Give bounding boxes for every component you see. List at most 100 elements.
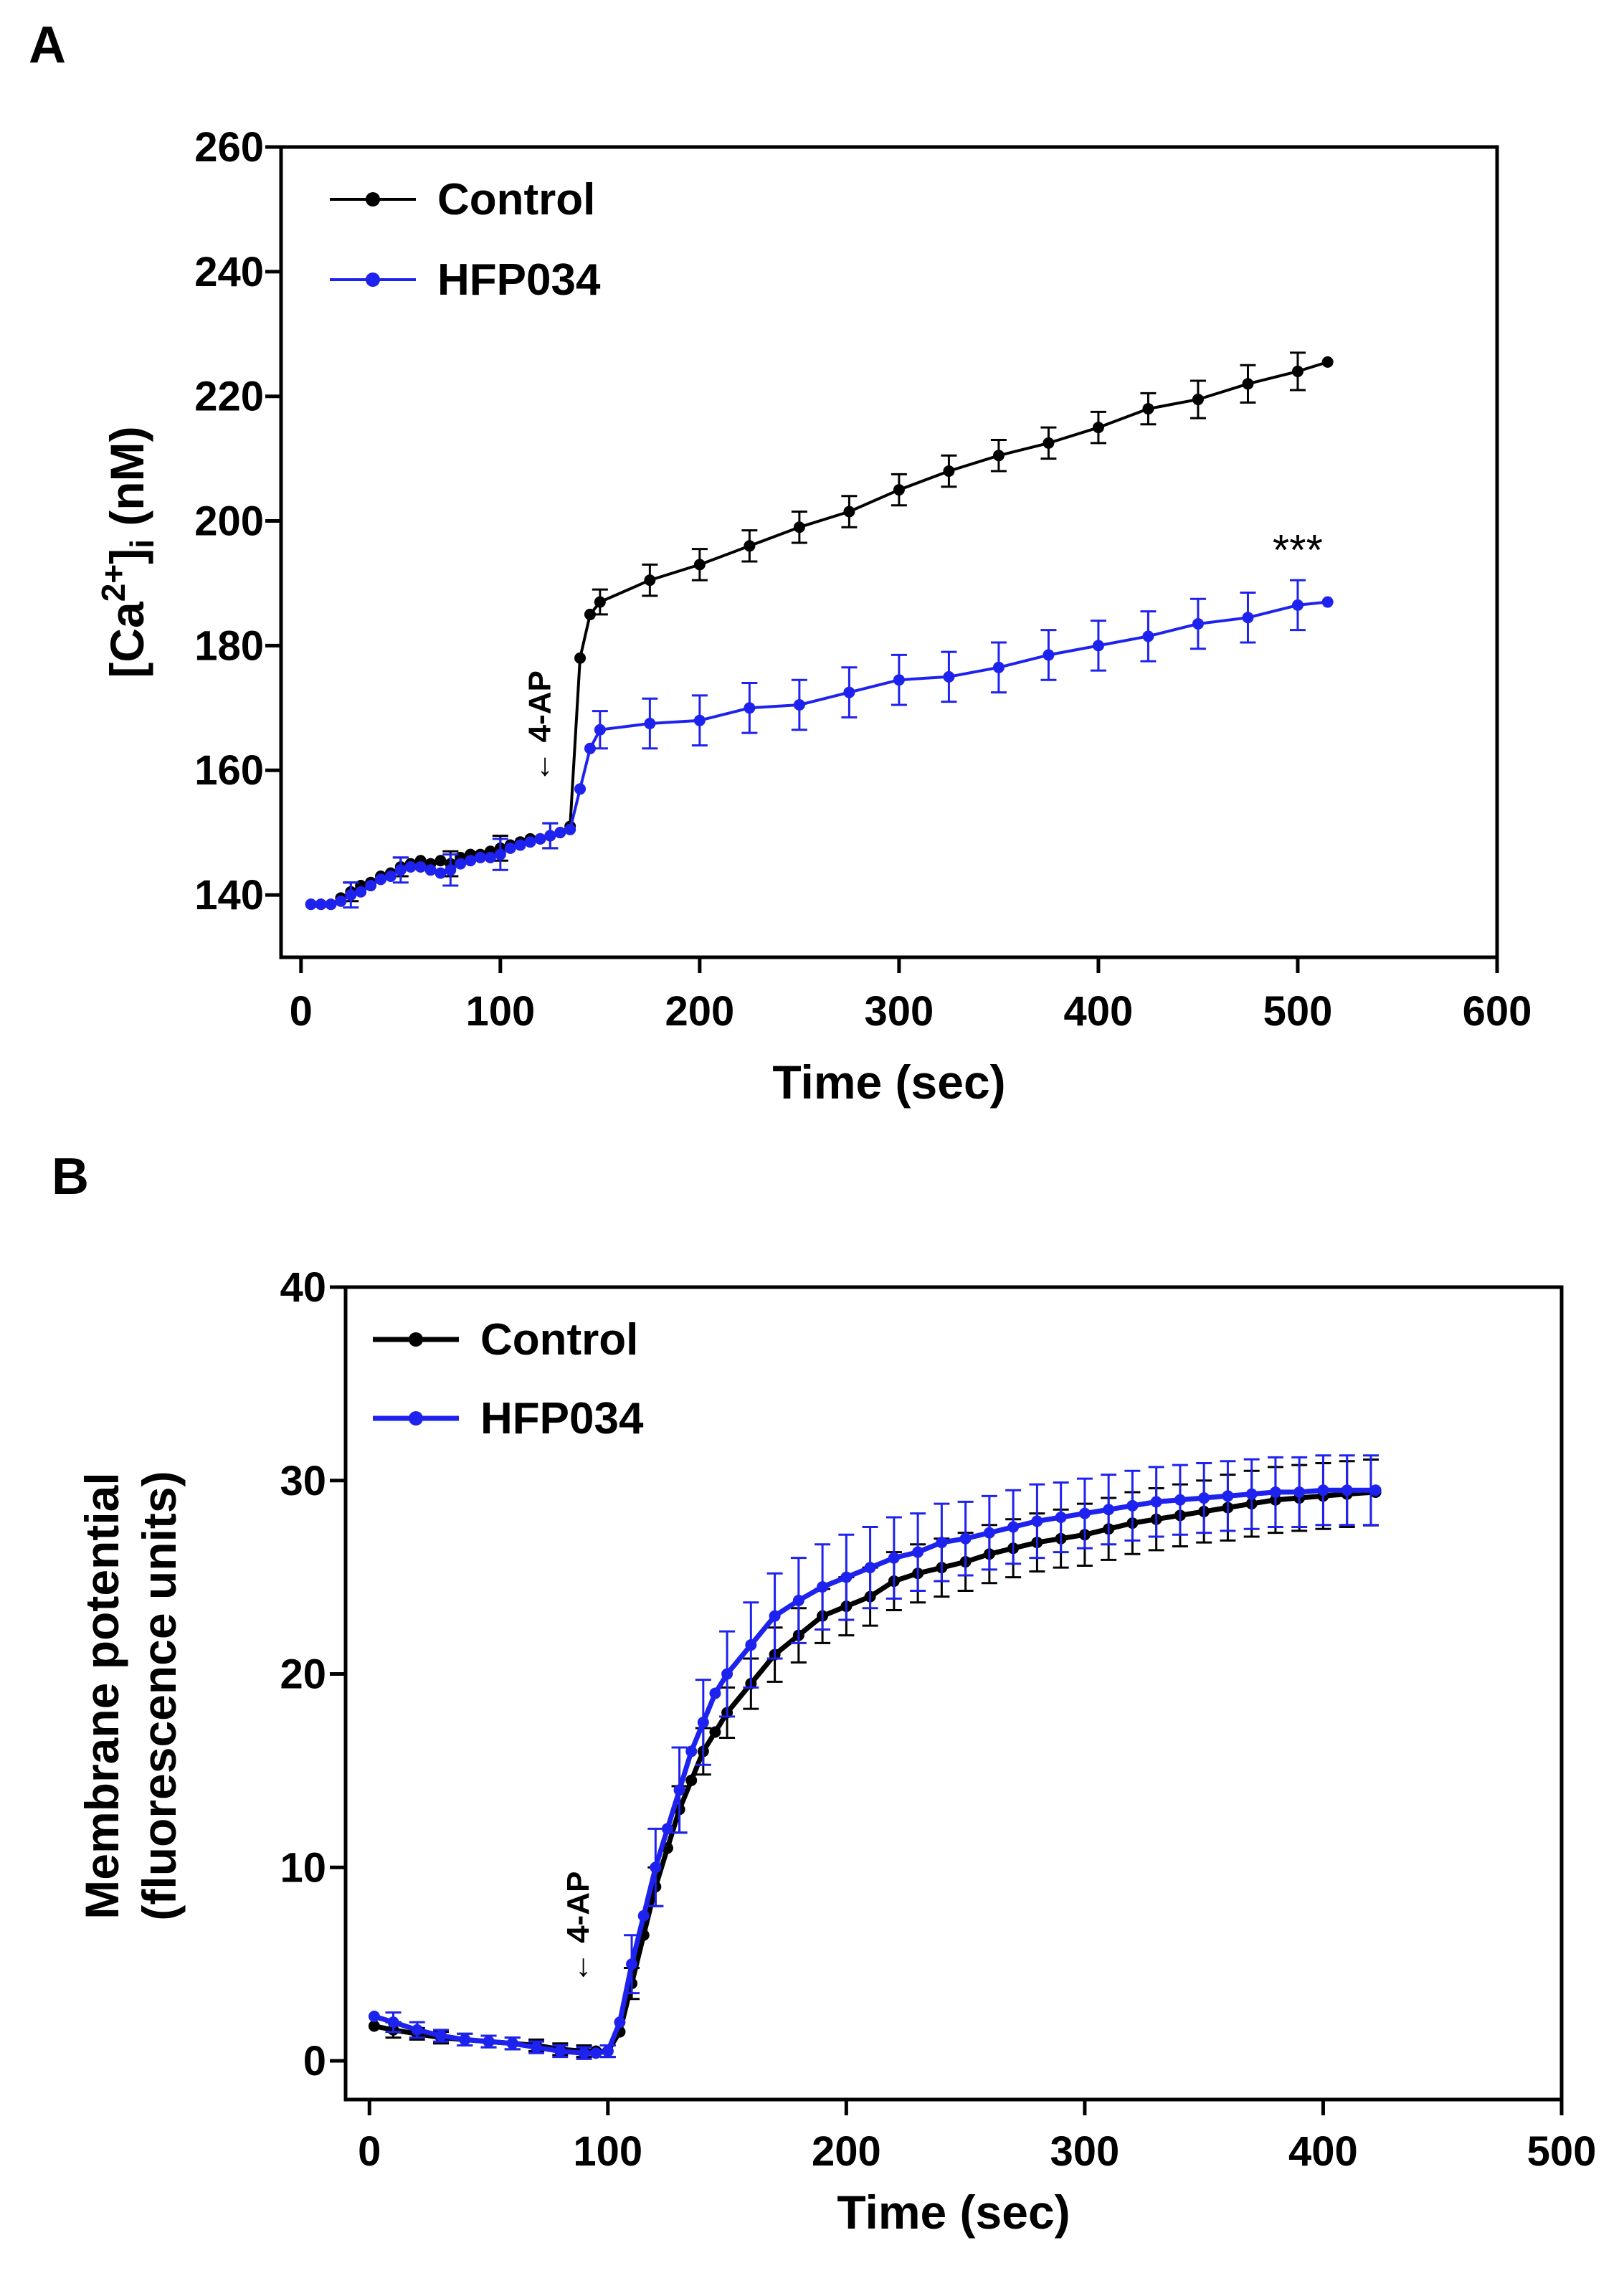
data-point [1192, 617, 1204, 630]
data-point [936, 1537, 948, 1549]
data-point [1341, 1484, 1353, 1496]
data-point [1192, 394, 1204, 406]
y-axis-title-open: [Ca [100, 601, 153, 678]
y-tick-label: 260 [194, 124, 264, 171]
y-tick-label: 40 [280, 1264, 326, 1311]
data-point [554, 2045, 566, 2057]
data-point [305, 898, 317, 911]
data-point [465, 855, 477, 867]
data-point [1007, 1521, 1020, 1533]
x-tick-label: 200 [812, 2128, 881, 2175]
data-point [1222, 1490, 1234, 1502]
data-point [864, 1562, 876, 1574]
data-point [709, 1687, 721, 1699]
data-point [843, 686, 855, 698]
data-point [1317, 1484, 1329, 1496]
data-point [424, 864, 437, 876]
legend-label: Control [480, 1315, 638, 1365]
data-point [912, 1546, 924, 1558]
data-point [435, 867, 447, 879]
y-axis-title-line2: (fluorescence units) [133, 1471, 186, 1920]
x-tick-label: 300 [865, 988, 934, 1035]
data-point [992, 661, 1005, 673]
data-point [745, 1639, 757, 1651]
data-point [435, 2029, 447, 2041]
data-point [744, 702, 756, 714]
data-point [697, 1716, 709, 1728]
y-tick-label: 20 [280, 1651, 326, 1698]
data-point [943, 465, 955, 477]
data-point [394, 864, 407, 876]
series-control [368, 1458, 1382, 2059]
data-point [693, 714, 706, 726]
data-point [1174, 1494, 1186, 1506]
y-tick-label: 180 [194, 622, 264, 669]
data-point [1150, 1496, 1162, 1508]
data-point [578, 2047, 590, 2059]
x-tick-label: 400 [1288, 2128, 1358, 2175]
data-point [1291, 599, 1304, 611]
x-tick-label: 500 [1263, 988, 1333, 1035]
data-point [584, 742, 596, 754]
series-line [374, 1489, 1376, 2054]
y-tick-label: 0 [303, 2038, 326, 2084]
data-point [1103, 1504, 1115, 1516]
data-point [484, 851, 496, 863]
x-tick-label: 300 [1050, 2128, 1120, 2175]
data-point [1142, 630, 1154, 642]
x-tick-label: 600 [1463, 988, 1532, 1035]
data-point [1043, 437, 1055, 449]
data-point [325, 898, 337, 911]
x-tick-label: 200 [665, 988, 734, 1035]
x-tick-label: 500 [1527, 2128, 1597, 2175]
data-point [614, 2016, 626, 2029]
x-tick-label: 0 [290, 988, 313, 1035]
y-tick-label: 140 [194, 872, 264, 919]
plot-frame [343, 1285, 1564, 2102]
data-point [1369, 1484, 1382, 1496]
data-point [1245, 1488, 1258, 1500]
series-control [305, 351, 1334, 911]
data-point [574, 652, 587, 664]
data-point [840, 1571, 853, 1583]
data-point [685, 1774, 698, 1786]
data-point [506, 2037, 518, 2049]
data-point [843, 506, 855, 518]
data-point [893, 674, 905, 686]
data-point [414, 860, 427, 873]
panel-a-label: A [29, 16, 66, 74]
y-axis-title-sup: 2+ [95, 564, 132, 602]
data-point [637, 1910, 650, 1922]
y-tick-label: 160 [194, 747, 264, 794]
data-point [1055, 1512, 1067, 1524]
legend-marker [366, 192, 380, 207]
data-point [475, 851, 487, 863]
annotation-4ap: ← 4-AP [561, 1872, 596, 1983]
chart-a: 140 160 180 200 220 240 260 0 100 200 300 400 500 600… [95, 124, 1532, 1109]
data-point [387, 2016, 399, 2029]
data-point [411, 2024, 423, 2036]
data-point [1242, 378, 1254, 390]
y-tick-label: 220 [194, 374, 264, 420]
data-point [1031, 1515, 1043, 1527]
data-point [1321, 356, 1334, 368]
data-point [584, 608, 596, 620]
y-axis-title-close: ] [100, 549, 153, 564]
data-point [504, 842, 516, 854]
x-axis-title: Time (sec) [772, 1056, 1005, 1109]
data-point [685, 1745, 698, 1758]
series-hfp034 [305, 579, 1334, 911]
data-point [1078, 1507, 1091, 1519]
data-point [793, 698, 805, 711]
data-point [355, 886, 367, 898]
legend-marker [409, 1332, 423, 1347]
x-tick-label: 100 [465, 988, 535, 1035]
legend-label: HFP034 [437, 255, 601, 305]
data-point [455, 858, 467, 870]
data-point [817, 1581, 829, 1593]
data-point [483, 2036, 495, 2048]
y-axis-title-sub: i [123, 539, 161, 549]
data-point [992, 450, 1005, 462]
data-point [693, 559, 706, 571]
